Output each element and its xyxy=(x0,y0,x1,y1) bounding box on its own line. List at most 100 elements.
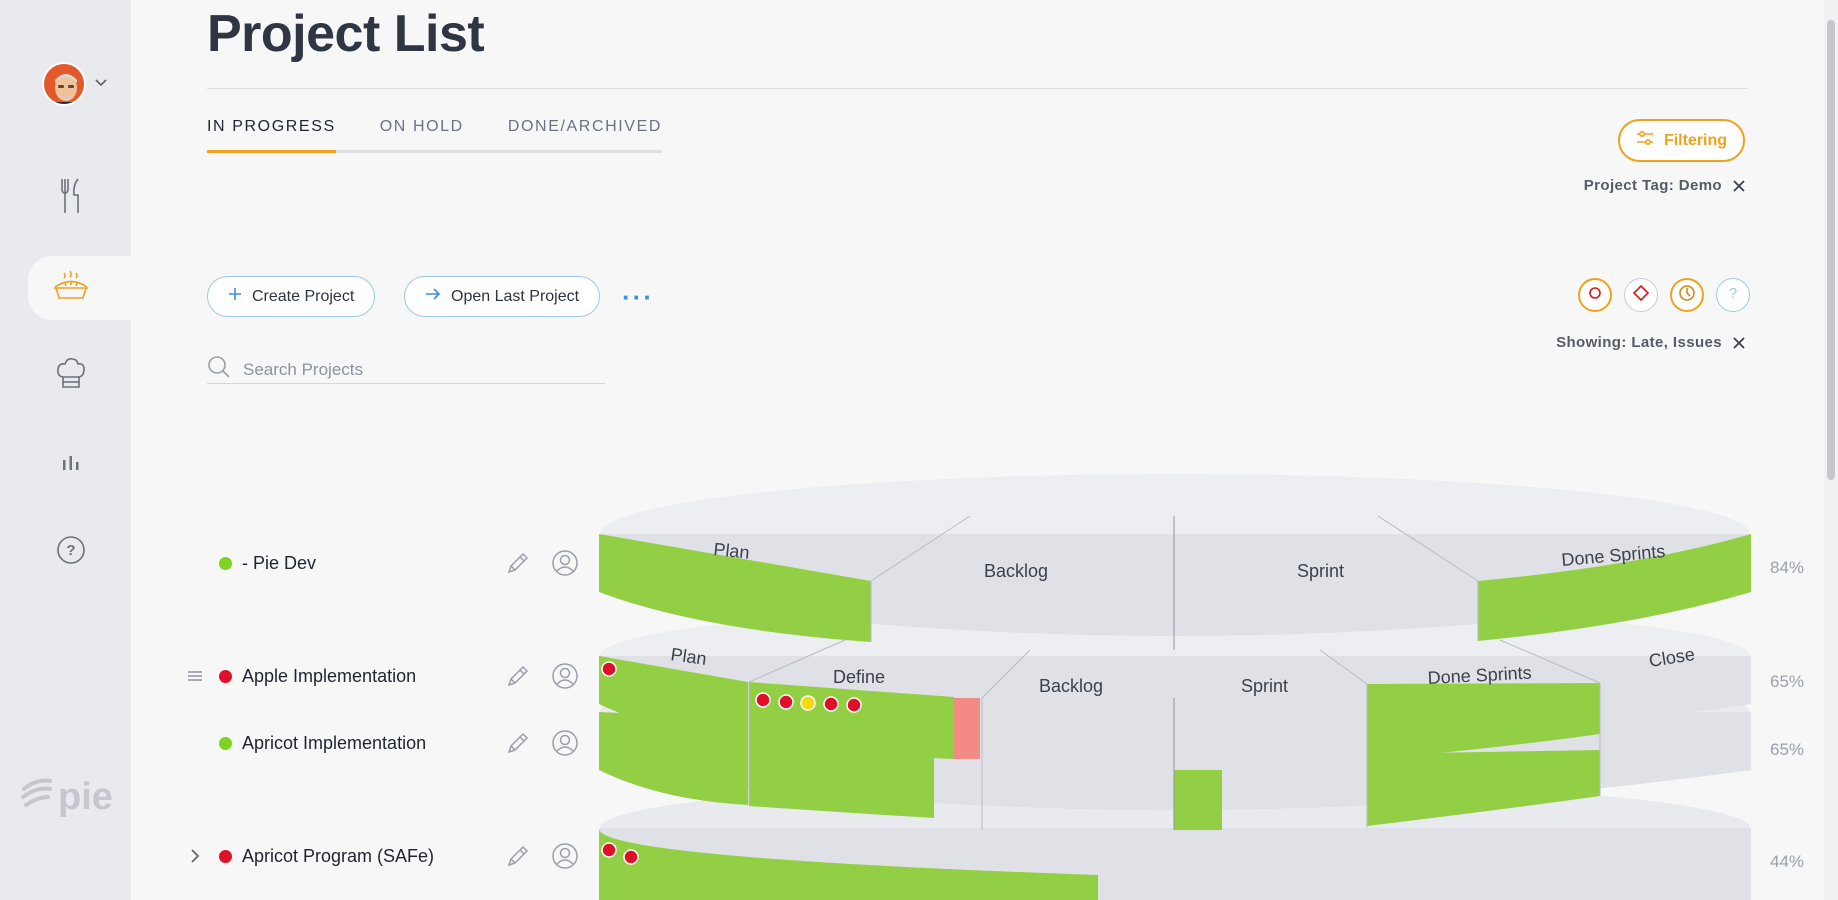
project-name[interactable]: Apricot Implementation xyxy=(242,732,427,753)
phase-divider xyxy=(1377,515,1479,582)
late-block[interactable] xyxy=(954,698,980,759)
open-last-project-button[interactable]: Open Last Project xyxy=(404,276,601,317)
page-title: Project List xyxy=(207,5,485,63)
sidebar-item-chef[interactable] xyxy=(28,344,131,408)
issue-marker[interactable] xyxy=(601,842,617,858)
brand-text: pie xyxy=(58,775,113,818)
pencil-icon[interactable] xyxy=(505,730,531,756)
tag-filter-text: Project Tag: Demo xyxy=(1583,177,1722,194)
sidebar-item-reports[interactable] xyxy=(28,432,131,496)
user-menu[interactable] xyxy=(42,62,108,106)
diamond-icon xyxy=(1632,284,1650,306)
tab-on-hold[interactable]: ON HOLD xyxy=(379,118,464,135)
issue-marker[interactable] xyxy=(846,697,862,713)
create-project-button[interactable]: Create Project xyxy=(207,276,376,317)
pie-side-grey xyxy=(599,534,1751,636)
active-status-filter: Showing: Late, Issues xyxy=(1556,334,1746,351)
phase-label: Sprint xyxy=(1241,676,1288,696)
close-icon[interactable] xyxy=(1732,336,1746,350)
phase-divider xyxy=(1499,639,1601,684)
pencil-icon[interactable] xyxy=(505,843,531,869)
sidebar: ? pie xyxy=(0,0,131,900)
phase-fill-done-sprints xyxy=(1367,750,1600,826)
filtering-label: Filtering xyxy=(1663,131,1728,149)
phase-fill-plan xyxy=(599,656,748,745)
svg-text:?: ? xyxy=(66,542,75,559)
search-icon xyxy=(207,355,231,384)
pencil-icon[interactable] xyxy=(505,663,531,689)
status-dot-green xyxy=(219,556,232,570)
sliders-icon xyxy=(1636,130,1654,151)
warning-marker[interactable] xyxy=(800,695,816,711)
bar-chart-icon xyxy=(61,452,81,477)
sidebar-item-projects[interactable] xyxy=(28,256,131,320)
user-icon[interactable] xyxy=(552,843,578,869)
project-name[interactable]: Apricot Program (SAFe) xyxy=(242,845,435,866)
search-input[interactable] xyxy=(243,359,583,380)
phase-fill-plan xyxy=(599,534,871,642)
drag-handle-icon[interactable] xyxy=(186,670,204,682)
issue-marker[interactable] xyxy=(623,849,639,865)
issues-filter-toggle[interactable] xyxy=(1624,278,1658,312)
issue-marker[interactable] xyxy=(778,694,794,710)
pie-layer-pie-dev[interactable]: Plan Backlog Sprint Done Sprints xyxy=(599,474,1751,650)
phase-label: Backlog xyxy=(984,561,1048,581)
phase-label: Define xyxy=(833,667,885,687)
scrollbar[interactable] xyxy=(1824,0,1838,900)
issue-marker[interactable] xyxy=(755,692,771,708)
sidebar-item-utensils[interactable] xyxy=(28,166,131,230)
pencil-icon[interactable] xyxy=(505,550,531,576)
user-icon[interactable] xyxy=(552,730,578,756)
tab-done-archived[interactable]: DONE/ARCHIVED xyxy=(507,118,662,135)
phase-divider xyxy=(870,515,971,582)
status-filter-icons: ? xyxy=(1578,278,1750,312)
phase-label: Sprint xyxy=(1297,561,1344,581)
project-row-apricot-program[interactable]: Apricot Program (SAFe) xyxy=(160,838,590,874)
status-dot-green xyxy=(219,736,232,750)
pie-layer-apple-implementation[interactable]: Plan Define Backlog Sprint Done Sprints … xyxy=(599,604,1751,766)
issue-marker[interactable] xyxy=(823,696,839,712)
create-project-label: Create Project xyxy=(252,287,355,305)
phase-label: Plan xyxy=(669,644,707,669)
showing-filter-text: Showing: Late, Issues xyxy=(1556,334,1722,351)
open-last-project-label: Open Last Project xyxy=(451,287,580,305)
project-name[interactable]: - Pie Dev xyxy=(242,552,317,573)
circle-icon xyxy=(1588,286,1602,305)
phase-label: Plan xyxy=(713,539,751,563)
tab-in-progress[interactable]: IN PROGRESS xyxy=(207,118,336,153)
phase-fill-done-sprints xyxy=(1478,534,1751,641)
issue-marker[interactable] xyxy=(601,661,617,677)
filtering-button[interactable]: Filtering xyxy=(1618,119,1745,162)
project-percent: 44% xyxy=(1770,852,1805,871)
project-row-apple-implementation[interactable]: Apple Implementation xyxy=(160,658,590,694)
project-name[interactable]: Apple Implementation xyxy=(242,665,417,686)
project-row-pie-dev[interactable]: - Pie Dev xyxy=(160,545,590,581)
scrollbar-thumb[interactable] xyxy=(1827,20,1835,480)
project-row-apricot-implementation[interactable]: Apricot Implementation xyxy=(160,725,590,761)
clock-icon xyxy=(1678,284,1696,307)
chef-hat-icon xyxy=(56,357,86,396)
user-icon[interactable] xyxy=(552,663,578,689)
svg-text:?: ? xyxy=(1729,285,1737,301)
avatar[interactable] xyxy=(42,62,86,106)
plus-icon xyxy=(228,287,242,306)
question-icon: ? xyxy=(1726,285,1740,306)
unknown-filter-toggle[interactable]: ? xyxy=(1716,278,1750,312)
help-icon: ? xyxy=(56,535,86,570)
close-icon[interactable] xyxy=(1732,179,1746,193)
sidebar-item-help[interactable]: ? xyxy=(28,520,131,584)
chevron-right-icon[interactable] xyxy=(186,848,204,864)
chevron-down-icon[interactable] xyxy=(94,75,108,93)
project-percent: 65% xyxy=(1770,672,1805,691)
user-icon[interactable] xyxy=(552,550,578,576)
phase-fill-sprint xyxy=(1174,770,1222,830)
time-filter-toggle[interactable] xyxy=(1670,278,1704,312)
status-tabs: IN PROGRESS ON HOLD DONE/ARCHIVED xyxy=(207,118,662,153)
status-dot-red xyxy=(219,669,232,683)
late-filter-toggle[interactable] xyxy=(1578,278,1612,312)
pie-swoosh-icon xyxy=(20,775,56,819)
phase-divider xyxy=(748,639,846,683)
more-options-button[interactable]: ··· xyxy=(622,282,654,312)
phase-fill-plan xyxy=(599,830,1098,900)
